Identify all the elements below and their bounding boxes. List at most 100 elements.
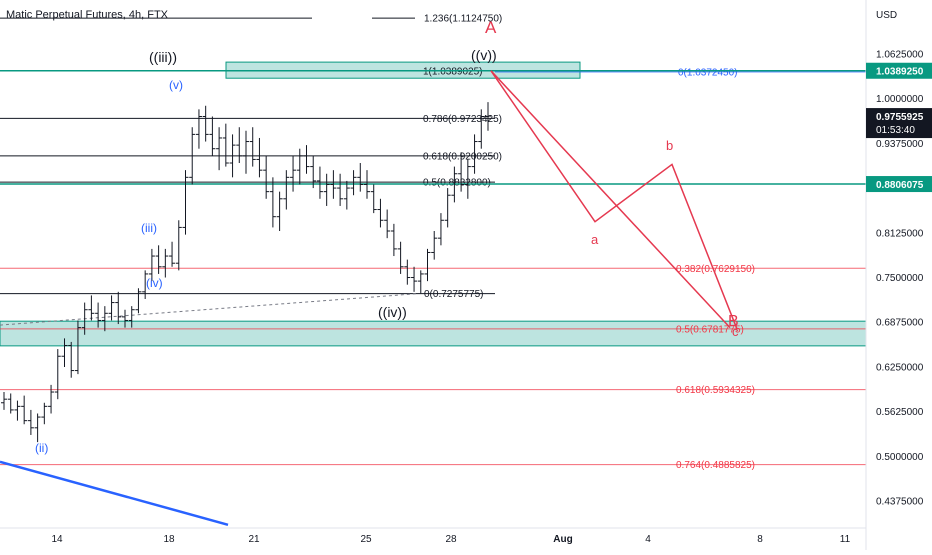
candle <box>41 402 48 425</box>
zones <box>0 61 867 347</box>
candle <box>148 248 155 282</box>
candle <box>343 180 350 210</box>
price-tick-label: 1.0000000 <box>876 94 924 105</box>
candle <box>175 220 182 271</box>
candle <box>451 166 458 203</box>
candle <box>370 184 377 214</box>
candle <box>108 295 115 321</box>
candle <box>21 395 28 425</box>
price-axis[interactable]: USD1.06250001.00000000.93750000.87500000… <box>865 0 932 550</box>
wave-label-red: c <box>732 324 739 339</box>
price-tick-label: 0.9375000 <box>876 139 924 150</box>
page-title: Matic Perpetual Futures, 4h, FTX <box>6 9 169 21</box>
candle <box>384 209 391 239</box>
price-tick-label: 0.5625000 <box>876 407 924 418</box>
candle <box>310 155 317 189</box>
candle <box>61 338 68 367</box>
candle <box>48 384 55 414</box>
candle <box>236 127 243 164</box>
price-tick-label: 0.6250000 <box>876 362 924 373</box>
candle <box>95 302 102 328</box>
time-tick-label: 28 <box>445 534 457 545</box>
candle <box>437 213 444 246</box>
candle <box>209 116 216 156</box>
candle <box>478 109 485 149</box>
trend-lines <box>0 69 866 526</box>
candle <box>377 198 384 228</box>
candles <box>1 102 491 443</box>
fib-label-red: 0.764(0.4885825) <box>676 460 755 471</box>
price-badge <box>866 62 932 79</box>
time-tick-label: 11 <box>840 534 851 545</box>
fib-label-blue: 0(1.0372450) <box>678 67 738 78</box>
wave-label-blue: (iv) <box>146 276 163 290</box>
candle <box>444 188 451 228</box>
time-tick-label: 18 <box>163 534 175 545</box>
candle <box>135 288 142 314</box>
candle <box>249 127 256 167</box>
candle <box>431 231 438 260</box>
candle <box>128 306 135 328</box>
fib-label-black: 0.618(0.9200250) <box>423 151 502 162</box>
fib-label-black: 1.236(1.1124750) <box>424 14 502 25</box>
fib-levels: 1.236(1.1124750) 1(1.0389025) 0.786(0.9723… <box>0 14 866 471</box>
candle <box>222 123 229 167</box>
wave-label-red: A <box>485 18 497 37</box>
wave-label-black: ((iii)) <box>149 49 177 65</box>
candle <box>464 159 471 199</box>
candle <box>256 137 263 178</box>
candle <box>337 173 344 206</box>
candle <box>296 148 303 185</box>
candle <box>323 173 330 206</box>
candle <box>417 270 424 294</box>
candle <box>424 248 431 282</box>
candle <box>88 295 95 321</box>
candle <box>122 309 128 328</box>
candle <box>189 127 196 185</box>
candle <box>458 152 465 192</box>
candle <box>316 166 323 199</box>
candle <box>397 241 404 274</box>
wave-label-black: ((v)) <box>471 47 497 63</box>
candle <box>27 409 34 435</box>
candle <box>169 241 176 267</box>
candle <box>390 223 397 257</box>
price-tick-label: 0.5000000 <box>876 452 924 463</box>
candle <box>269 177 276 228</box>
currency-label: USD <box>876 10 897 21</box>
candle <box>350 170 357 196</box>
time-tick-label: 25 <box>360 534 372 545</box>
candle <box>1 392 7 410</box>
candle <box>101 306 108 332</box>
time-axis[interactable]: 14 18 21 25 28 Aug 4 8 11 <box>0 527 866 545</box>
time-tick-label: Aug <box>553 534 572 545</box>
candle <box>471 134 478 174</box>
candle <box>404 259 411 285</box>
time-tick-label: 21 <box>248 534 260 545</box>
projection-zigzag <box>490 70 738 330</box>
fib-label-black: 0.786(0.9723425) <box>423 114 502 125</box>
candle <box>81 302 88 335</box>
candle <box>303 145 310 174</box>
candle <box>202 105 209 142</box>
price-badge-current <box>866 108 932 139</box>
price-badge-label: 0.8806075 <box>876 180 924 191</box>
candle <box>182 170 189 235</box>
candle <box>283 170 290 210</box>
candle <box>485 102 491 131</box>
fib-label-red: 0.382(0.7629150) <box>676 264 755 275</box>
wave-label-red: a <box>591 232 599 247</box>
candle <box>216 127 223 171</box>
fib-label-red: 0.618(0.5934325) <box>676 385 755 396</box>
blue-trend-line <box>0 460 229 526</box>
candle <box>7 393 14 414</box>
zone-lower-zone <box>0 320 867 347</box>
fib-label-black: 0.5(0.8832800) <box>423 178 491 189</box>
candle <box>115 291 122 325</box>
wave-label-black: ((iv)) <box>378 304 407 320</box>
fib-label-red: 0.5(0.6781775) <box>676 324 744 335</box>
candle <box>162 248 169 278</box>
dashed-trend-line <box>0 293 419 326</box>
